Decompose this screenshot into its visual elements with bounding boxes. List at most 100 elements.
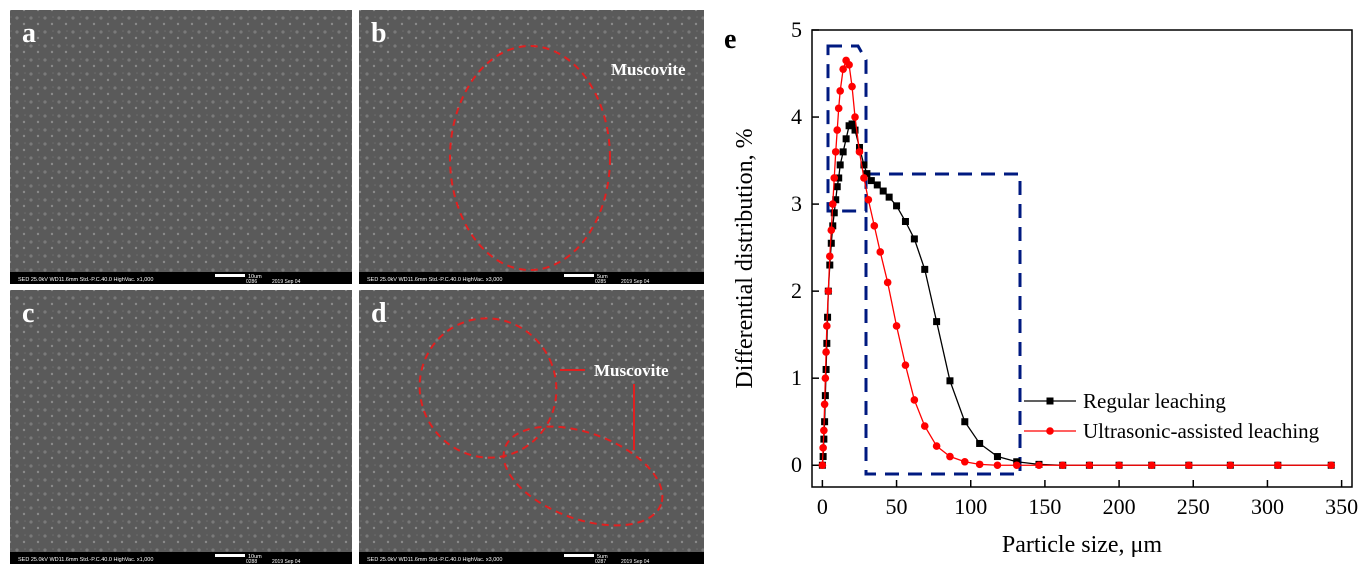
data-point (885, 193, 893, 201)
data-point (829, 222, 837, 230)
data-point (1085, 461, 1094, 470)
x-tick-label: 150 (1028, 494, 1061, 519)
annotation: Muscovite (611, 60, 686, 79)
legend-label: Regular leaching (1083, 389, 1226, 413)
legend-marker (1046, 427, 1054, 435)
data-point (932, 442, 941, 450)
data-point (831, 148, 840, 156)
data-point (860, 161, 868, 169)
x-tick-label: 200 (1103, 494, 1136, 519)
legend-marker (1046, 397, 1054, 405)
data-point (836, 87, 844, 95)
panel-label: e (724, 24, 736, 55)
sem-panels: a SED 25.0kV WD11.6mm Std.-P.C.40.0 HighV… (10, 10, 704, 564)
data-point (833, 126, 842, 134)
y-tick-label: 1 (791, 365, 802, 390)
data-point (993, 453, 1001, 461)
chart: e 0 50 100 150 200 250 300 350 0 1 2 3 4 5 Particle siz… (724, 17, 1358, 558)
data-point (863, 170, 871, 178)
y-tick-label: 3 (791, 191, 802, 216)
scale-text: 10um (248, 274, 262, 280)
data-point (820, 426, 828, 435)
data-point (832, 196, 840, 204)
data-point (851, 113, 859, 121)
data-point (893, 202, 901, 210)
data-point (946, 377, 954, 385)
panel-label: b (371, 18, 387, 49)
data-point (818, 461, 827, 470)
data-point (1035, 461, 1043, 470)
scale-bar (564, 274, 594, 277)
image-id: 0287 (595, 559, 606, 564)
image-date: 2019 Sep 04 (621, 279, 650, 285)
highlight-ellipse (449, 45, 611, 271)
plot-frame (811, 29, 1353, 488)
data-point (910, 235, 918, 243)
scale-bar (564, 554, 594, 557)
data-point (842, 135, 850, 143)
data-point (892, 322, 901, 330)
data-point (828, 200, 837, 208)
data-point (1226, 461, 1235, 470)
series-line (821, 59, 1332, 466)
data-point (839, 65, 847, 73)
data-point (1012, 461, 1021, 470)
data-point (827, 226, 836, 235)
scale-text: 10um (248, 554, 262, 560)
image-date: 2019 Sep 04 (272, 279, 301, 285)
info-bar (10, 272, 352, 284)
data-point (870, 222, 879, 230)
image-id: 0286 (246, 279, 257, 285)
data-point (876, 248, 885, 256)
data-point (883, 278, 892, 287)
data-point (1185, 461, 1193, 470)
data-point (820, 400, 829, 409)
data-point (848, 82, 856, 91)
data-point (835, 174, 843, 182)
data-point (833, 183, 841, 191)
info-bar (359, 552, 704, 564)
data-point (1147, 461, 1156, 470)
data-point (879, 187, 887, 195)
region-box (864, 172, 1022, 476)
data-point (826, 252, 834, 261)
scale-text: 5um (597, 274, 608, 280)
y-axis-label: Differential distribution, % (732, 128, 758, 388)
data-point (961, 457, 969, 466)
info-bar (10, 552, 352, 564)
data-point (1058, 461, 1067, 470)
x-tick-label: 350 (1325, 494, 1358, 519)
data-point (821, 374, 830, 382)
data-point (933, 318, 941, 326)
data-point (867, 177, 875, 185)
data-point (827, 239, 835, 247)
data-point (910, 396, 919, 404)
x-tick-label: 250 (1177, 494, 1210, 519)
panel-label: d (371, 298, 387, 329)
data-point (1327, 461, 1336, 470)
data-point (976, 439, 984, 447)
x-tick-label: 300 (1251, 494, 1284, 519)
scale-text: 5um (597, 554, 608, 560)
data-point (830, 174, 839, 182)
data-point (920, 422, 929, 430)
data-point (864, 195, 873, 204)
region-box (826, 44, 868, 213)
data-point (901, 361, 910, 369)
data-point (860, 174, 868, 182)
data-point (824, 287, 833, 295)
x-tick-label: 50 (886, 494, 908, 519)
data-point (839, 148, 847, 156)
data-point (822, 348, 830, 356)
y-tick-label: 0 (791, 452, 802, 477)
data-point (1115, 461, 1123, 470)
sem-image (10, 290, 352, 564)
scale-bar (215, 274, 245, 277)
data-point (921, 265, 929, 273)
sem-image (10, 10, 352, 284)
legend-label: Ultrasonic-assisted leaching (1083, 419, 1320, 443)
x-tick-label: 0 (817, 494, 828, 519)
image-date: 2019 Sep 04 (621, 559, 650, 564)
y-tick-label: 5 (791, 17, 802, 42)
